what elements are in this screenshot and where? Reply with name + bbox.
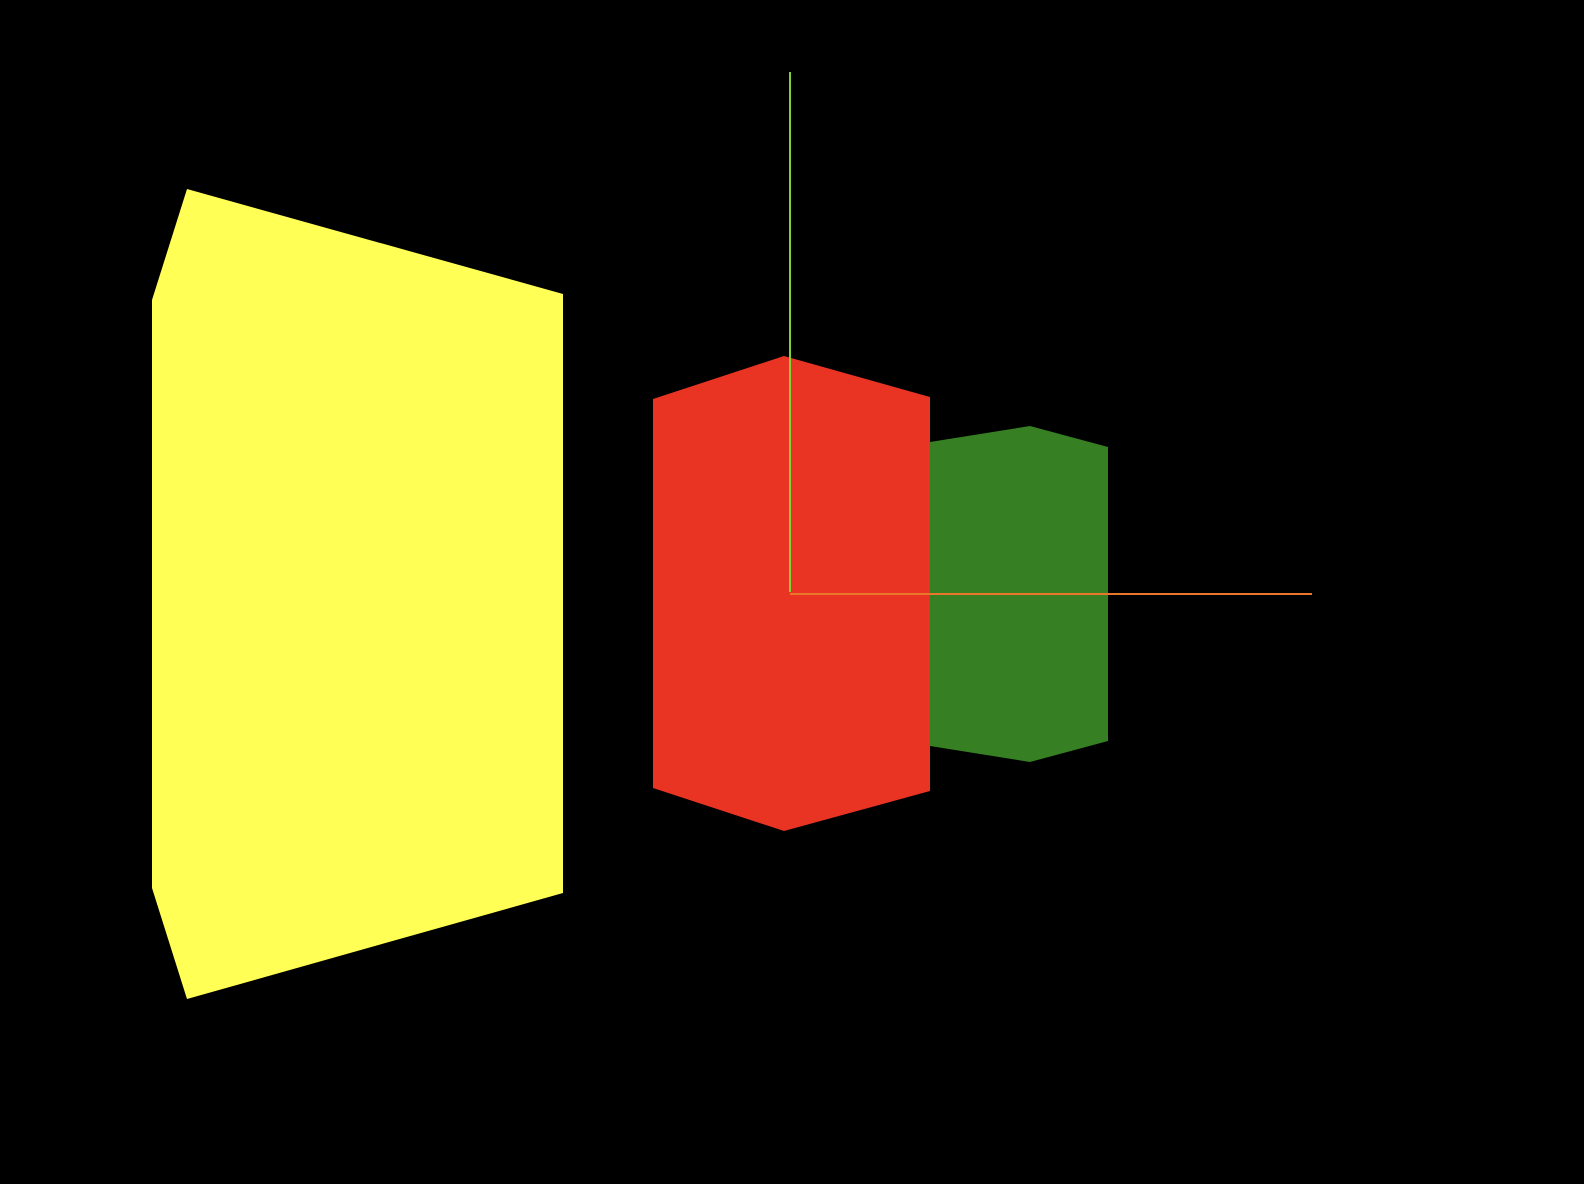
yellow-prism[interactable] (152, 189, 563, 999)
